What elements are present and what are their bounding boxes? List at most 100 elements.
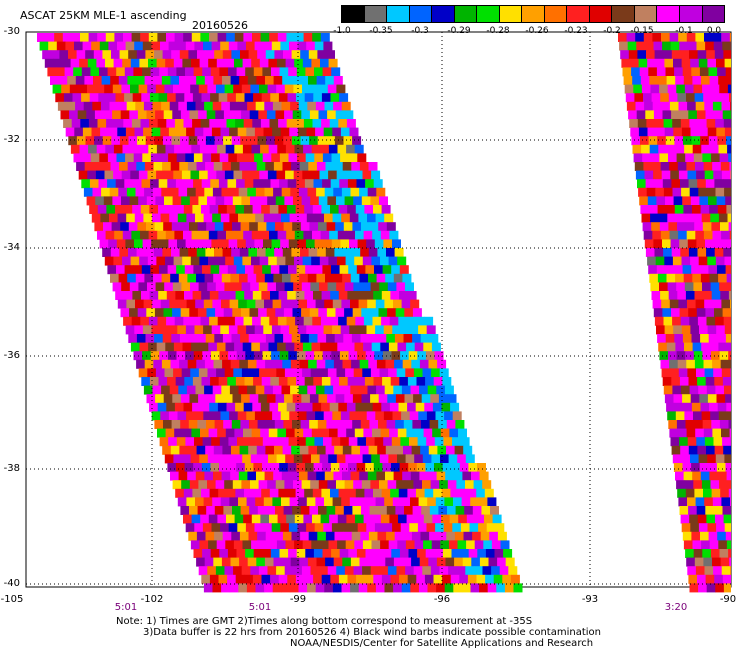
swath-cell xyxy=(690,325,700,335)
swath-cell xyxy=(248,445,258,455)
swath-cell xyxy=(442,463,452,472)
swath-cell xyxy=(725,196,731,206)
swath-cell xyxy=(278,119,288,128)
swath-cell xyxy=(441,402,451,412)
swath-cell xyxy=(181,170,191,180)
colorbar-swatch xyxy=(611,5,635,23)
swath-cell xyxy=(390,377,400,386)
swath-cell xyxy=(280,411,290,421)
swath-cell xyxy=(697,377,707,386)
swath-cell xyxy=(699,196,709,206)
swath-cell xyxy=(56,41,66,51)
swath-cell xyxy=(409,437,418,447)
swath-cell xyxy=(231,136,241,146)
swath-cell xyxy=(419,359,429,369)
swath-cell xyxy=(166,316,176,326)
swath-cell xyxy=(309,136,319,146)
swath-cell xyxy=(305,153,315,163)
swath-cell xyxy=(400,437,410,447)
swath-cell xyxy=(207,84,217,94)
swath-cell xyxy=(107,265,117,275)
swath-cell xyxy=(183,514,192,524)
swath-cell xyxy=(105,230,115,240)
swath-cell xyxy=(295,205,305,214)
swath-cell xyxy=(124,265,134,275)
swath-cell xyxy=(677,162,687,171)
swath-cell xyxy=(656,265,666,275)
swath-cell xyxy=(332,299,342,309)
swath-cell xyxy=(392,523,402,533)
swath-cell xyxy=(713,170,723,180)
swath-cell xyxy=(324,101,334,111)
swath-cell xyxy=(140,205,150,214)
swath-cell xyxy=(709,540,719,550)
swath-cell xyxy=(646,119,656,128)
swath-cell xyxy=(366,411,376,421)
swath-cell xyxy=(308,162,318,171)
swath-cell xyxy=(307,299,316,309)
swath-cell xyxy=(720,162,730,171)
swath-cell xyxy=(302,342,312,352)
swath-cell xyxy=(186,411,196,421)
swath-cell xyxy=(135,299,144,309)
swath-cell xyxy=(649,205,658,214)
swath-cell xyxy=(332,127,342,137)
swath-cell xyxy=(626,33,636,42)
swath-cell xyxy=(353,196,363,206)
swath-cell xyxy=(198,110,208,120)
swath-cell xyxy=(221,299,230,309)
swath-cell xyxy=(270,574,280,584)
swath-cell xyxy=(384,497,394,507)
swath-cell xyxy=(241,566,251,576)
swath-cell xyxy=(271,41,281,51)
swath-cell xyxy=(270,377,280,386)
swath-cell xyxy=(201,377,211,386)
swath-cell xyxy=(123,33,132,42)
swath-cell xyxy=(646,50,655,60)
swath-cell xyxy=(714,574,724,584)
swath-cell xyxy=(303,428,313,438)
swath-cell xyxy=(127,162,137,171)
swath-cell xyxy=(273,273,283,283)
swath-cell xyxy=(666,205,676,214)
swath-cell xyxy=(209,574,219,584)
swath-cell xyxy=(106,205,116,214)
swath-cell xyxy=(68,50,77,60)
swath-cell xyxy=(469,523,479,533)
swath-cell xyxy=(242,170,252,180)
swath-cell xyxy=(685,549,695,558)
swath-cell xyxy=(268,540,278,550)
swath-cell xyxy=(184,265,194,275)
swath-cell xyxy=(348,265,358,275)
swath-cell xyxy=(259,170,269,180)
swath-cell xyxy=(317,136,327,146)
swath-cell xyxy=(452,523,462,533)
swath-cell xyxy=(175,488,185,498)
swath-cell xyxy=(190,454,200,464)
swath-cell xyxy=(705,574,715,584)
swath-cell xyxy=(347,488,357,498)
swath-cell xyxy=(302,256,312,266)
swath-cell xyxy=(99,41,109,51)
swath-cell xyxy=(264,583,274,593)
swath-cell xyxy=(276,84,286,94)
swath-cell xyxy=(393,557,403,567)
swath-cell xyxy=(236,351,246,361)
swath-cell xyxy=(249,222,259,232)
swath-cell xyxy=(684,411,694,421)
colorbar-swatch xyxy=(498,5,523,23)
swath-cell xyxy=(211,437,221,447)
swath-cell xyxy=(212,101,222,111)
swath-cell xyxy=(689,316,699,326)
swath-cell xyxy=(350,273,360,283)
swath-cell xyxy=(132,291,142,300)
swath-cell xyxy=(63,119,73,128)
swath-cell xyxy=(202,153,212,163)
swath-cell xyxy=(83,101,93,111)
swath-cell xyxy=(183,33,193,42)
swath-cell xyxy=(337,144,347,154)
swath-cell xyxy=(473,480,483,490)
swath-cell xyxy=(292,506,302,515)
swath-cell xyxy=(715,385,725,395)
swath-cell xyxy=(701,411,711,421)
